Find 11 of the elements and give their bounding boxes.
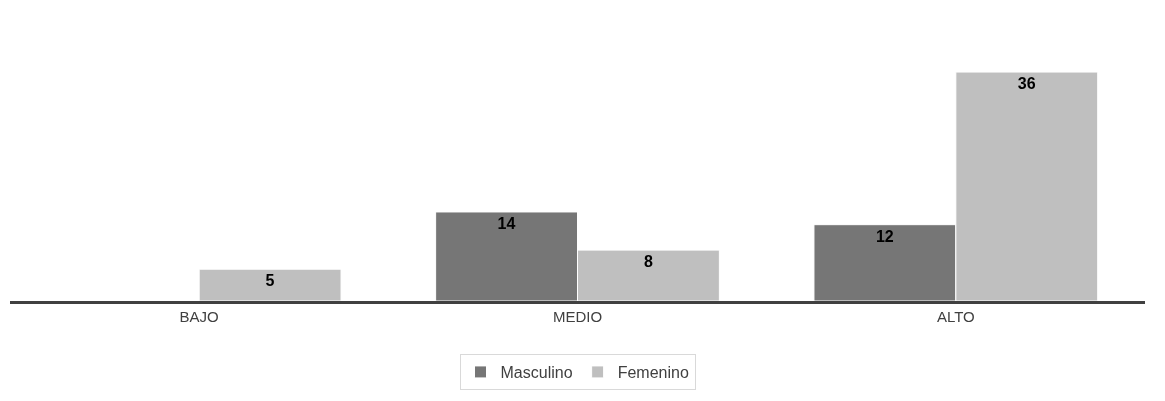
- x-tick-label: BAJO: [179, 308, 219, 325]
- data-label: 12: [875, 227, 894, 245]
- data-label: 14: [497, 214, 516, 232]
- x-tick-label: MEDIO: [552, 308, 603, 325]
- data-label: 5: [265, 272, 275, 290]
- data-label: 36: [1017, 75, 1036, 93]
- legend-label: Masculino: [500, 364, 573, 382]
- legend-label: Femenino: [617, 364, 689, 382]
- x-tick-label: ALTO: [936, 308, 975, 325]
- bar: [198, 268, 342, 301]
- data-label: 8: [643, 253, 653, 271]
